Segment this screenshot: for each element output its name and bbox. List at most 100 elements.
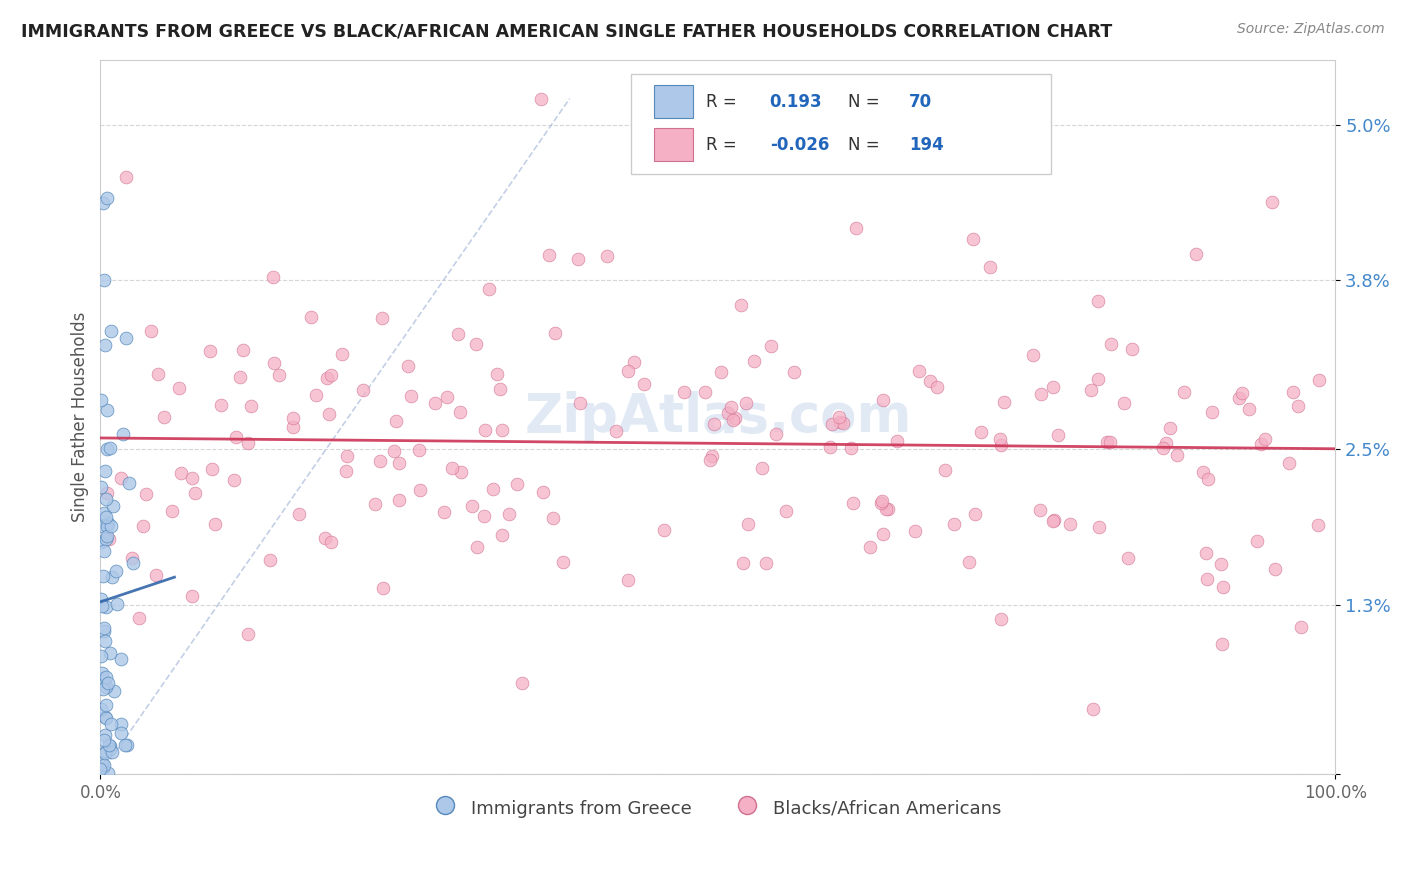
Point [93,758,115,772]
Point [1232,385,1254,400]
Point [920,375,942,389]
Point [1087,293,1109,308]
Text: ZipAtlas.com: ZipAtlas.com [524,391,911,442]
Point [876,501,898,516]
Point [990,438,1012,452]
Point [110,652,132,666]
Point [1042,380,1064,394]
Point [872,526,894,541]
Point [91,519,114,533]
Point [114,739,136,753]
Point [1029,387,1052,401]
Point [382,444,405,458]
Point [1250,437,1272,451]
Point [90,480,112,494]
Text: N =: N = [848,93,884,111]
Point [831,416,853,430]
Point [94,464,117,478]
Point [1197,573,1219,587]
Point [859,541,882,555]
Point [281,419,304,434]
Point [990,612,1012,626]
Point [828,415,851,429]
Point [979,260,1001,275]
Point [91,671,114,685]
Point [1278,456,1301,470]
Point [262,269,284,284]
Point [506,477,529,491]
Point [1286,399,1309,413]
Point [97,532,120,546]
Point [436,391,458,405]
Point [93,732,115,747]
Point [94,670,117,684]
Point [318,407,340,421]
Point [1156,436,1178,450]
Point [1118,550,1140,565]
Point [1080,383,1102,397]
Point [115,331,138,345]
Point [121,551,143,566]
Point [96,744,118,758]
Point [167,380,190,394]
Point [1166,448,1188,462]
Point [474,423,496,437]
Point [222,473,245,487]
Point [94,680,117,694]
Point [633,377,655,392]
Point [870,496,893,510]
Point [1152,442,1174,456]
Point [204,517,226,532]
Text: 194: 194 [910,136,943,153]
Point [259,553,281,567]
Text: R =: R = [706,136,741,153]
Point [491,527,513,541]
Point [1121,343,1143,357]
Point [433,505,456,519]
Point [315,371,337,385]
Point [461,499,484,513]
Text: N =: N = [848,136,884,153]
Point [96,518,118,533]
Point [821,417,844,432]
Point [184,486,207,500]
Point [181,471,204,485]
Point [904,524,927,538]
Point [927,380,949,394]
Point [1212,580,1234,594]
Point [225,430,247,444]
Point [988,432,1011,446]
Point [122,556,145,570]
Text: Source: ZipAtlas.com: Source: ZipAtlas.com [1237,22,1385,37]
Point [755,556,778,570]
Point [96,442,118,456]
Point [94,533,117,547]
Point [91,756,114,770]
Point [240,399,263,413]
Point [1237,401,1260,416]
Point [103,683,125,698]
Point [449,405,471,419]
Point [441,461,464,475]
Point [371,581,394,595]
Point [90,666,112,681]
Legend: Immigrants from Greece, Blacks/African Americans: Immigrants from Greece, Blacks/African A… [427,789,1008,826]
Point [1191,465,1213,479]
Point [90,534,112,549]
Point [110,726,132,740]
Point [1211,637,1233,651]
Point [617,573,640,587]
Point [465,540,488,554]
Point [1263,562,1285,576]
FancyBboxPatch shape [654,86,693,119]
Point [970,425,993,440]
Point [145,567,167,582]
Point [1308,373,1330,387]
Point [1254,432,1277,446]
Point [96,191,118,205]
Point [198,343,221,358]
Point [828,409,851,424]
Point [232,343,254,358]
Point [408,443,430,458]
Point [724,411,747,425]
